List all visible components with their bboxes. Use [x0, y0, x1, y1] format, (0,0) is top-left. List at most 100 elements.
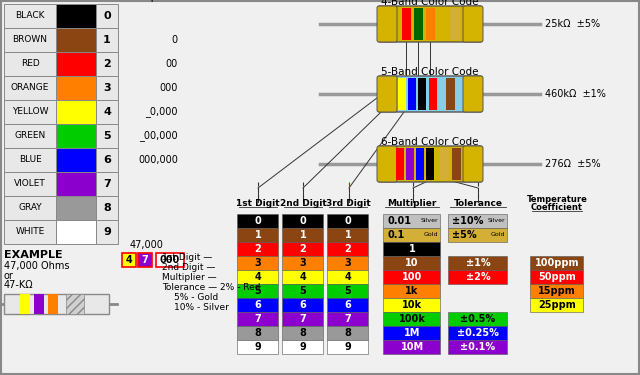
Bar	[48, 294, 58, 314]
Bar	[383, 340, 440, 354]
Text: EXAMPLE: EXAMPLE	[4, 250, 63, 260]
Text: 000: 000	[159, 83, 178, 93]
Text: 0.01: 0.01	[387, 216, 411, 226]
Text: 6-Band Color Code: 6-Band Color Code	[381, 137, 479, 147]
Bar	[327, 340, 368, 354]
Bar	[406, 148, 414, 180]
Bar	[96, 4, 118, 28]
Text: 4: 4	[103, 107, 111, 117]
Bar	[4, 52, 56, 76]
Bar	[383, 298, 440, 312]
Text: 4: 4	[300, 272, 307, 282]
Text: 9: 9	[344, 342, 351, 352]
Bar	[414, 8, 423, 40]
Text: 2: 2	[103, 59, 111, 69]
Text: 2: 2	[255, 244, 261, 254]
FancyBboxPatch shape	[377, 76, 397, 112]
Bar	[448, 270, 507, 284]
Bar	[96, 220, 118, 244]
Text: 5: 5	[344, 286, 351, 296]
Bar	[448, 326, 507, 340]
Text: 100ppm: 100ppm	[535, 258, 579, 268]
Bar	[282, 270, 323, 284]
Text: ±2%: ±2%	[466, 272, 490, 282]
Bar	[4, 100, 56, 124]
Bar	[446, 78, 455, 110]
Bar	[4, 28, 56, 52]
Text: ±0.5%: ±0.5%	[460, 314, 495, 324]
Text: ±10%: ±10%	[452, 216, 483, 226]
Bar	[448, 340, 507, 354]
Text: Gold: Gold	[490, 232, 505, 237]
Text: Multiplier —: Multiplier —	[162, 273, 216, 282]
FancyBboxPatch shape	[377, 6, 397, 42]
Bar	[282, 228, 323, 242]
Text: 10M: 10M	[401, 342, 424, 352]
Text: 8: 8	[255, 328, 261, 338]
Bar	[4, 196, 56, 220]
Bar	[402, 8, 411, 40]
Bar	[282, 256, 323, 270]
Bar	[56, 196, 96, 220]
Bar	[4, 124, 56, 148]
Text: Silver: Silver	[488, 219, 505, 224]
Bar	[383, 284, 440, 298]
Text: BLACK: BLACK	[15, 12, 45, 21]
Text: 25ppm: 25ppm	[538, 300, 576, 310]
Text: 1: 1	[344, 230, 351, 240]
Bar	[56, 220, 96, 244]
Text: 1: 1	[103, 35, 111, 45]
Text: 6: 6	[103, 155, 111, 165]
Text: 15ppm: 15ppm	[538, 286, 576, 296]
Bar	[383, 256, 440, 270]
Text: 7: 7	[103, 179, 111, 189]
Bar	[237, 214, 278, 228]
Bar	[530, 256, 583, 270]
Text: ±5%: ±5%	[452, 230, 477, 240]
Bar	[96, 172, 118, 196]
FancyBboxPatch shape	[463, 146, 483, 182]
FancyBboxPatch shape	[378, 6, 482, 42]
Text: BROWN: BROWN	[13, 36, 47, 45]
Text: 3: 3	[255, 258, 261, 268]
Bar	[34, 294, 44, 314]
Text: GRAY: GRAY	[18, 204, 42, 213]
Text: 6: 6	[344, 300, 351, 310]
Text: 0: 0	[103, 11, 111, 21]
Bar	[237, 256, 278, 270]
Bar	[282, 242, 323, 256]
Text: 00: 00	[166, 59, 178, 69]
Text: 25kΩ  ±5%: 25kΩ ±5%	[545, 19, 600, 29]
Text: 460kΩ  ±1%: 460kΩ ±1%	[545, 89, 606, 99]
Text: 3: 3	[344, 258, 351, 268]
Text: 1st Digit —: 1st Digit —	[162, 254, 212, 262]
Text: ±0.1%: ±0.1%	[460, 342, 495, 352]
Text: 5-Band Color Code: 5-Band Color Code	[381, 67, 479, 77]
Bar	[237, 284, 278, 298]
Text: 9: 9	[255, 342, 261, 352]
Bar	[327, 312, 368, 326]
Bar	[4, 4, 56, 28]
Bar	[530, 284, 583, 298]
FancyBboxPatch shape	[378, 76, 482, 112]
Bar	[440, 148, 449, 180]
Bar	[327, 228, 368, 242]
Bar	[237, 242, 278, 256]
Bar	[418, 78, 426, 110]
Text: 0: 0	[300, 216, 307, 226]
Text: 000: 000	[160, 255, 180, 265]
Text: 5: 5	[300, 286, 307, 296]
Bar	[327, 214, 368, 228]
Text: 10% - Silver: 10% - Silver	[174, 303, 229, 312]
Bar	[237, 326, 278, 340]
Bar	[450, 8, 460, 40]
Bar	[383, 312, 440, 326]
Bar	[383, 214, 440, 228]
Text: 2nd Digit: 2nd Digit	[280, 198, 326, 207]
Text: WHITE: WHITE	[15, 228, 45, 237]
Text: 5: 5	[255, 286, 261, 296]
Text: 1: 1	[300, 230, 307, 240]
Text: ORANGE: ORANGE	[11, 84, 49, 93]
Text: Multiplier: Multiplier	[387, 198, 436, 207]
Text: 6: 6	[255, 300, 261, 310]
